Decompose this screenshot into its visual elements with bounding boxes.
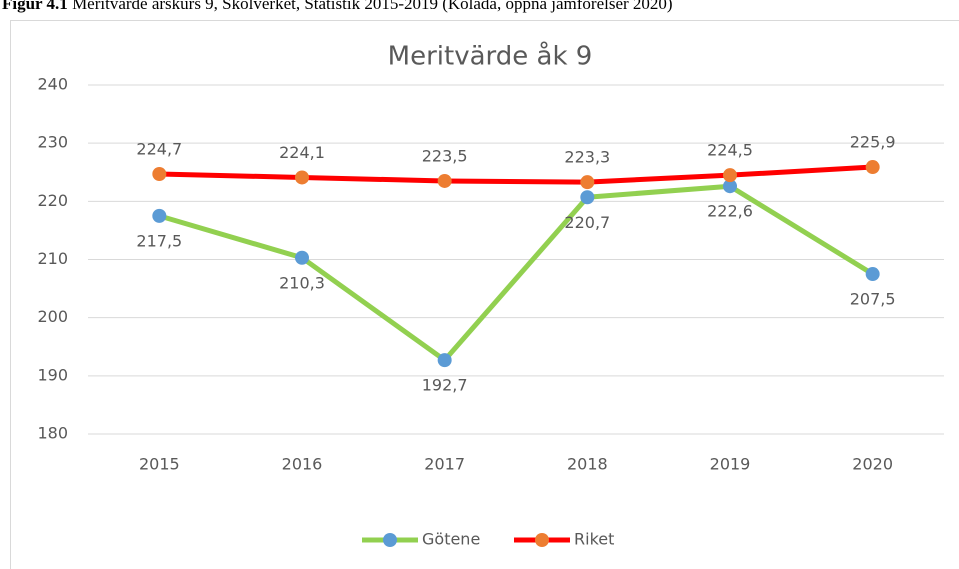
point <box>295 250 309 265</box>
x-tick-label: 2017 <box>424 455 465 474</box>
chart-border <box>10 20 959 569</box>
data-label: 207,5 <box>850 290 896 309</box>
data-label: 210,3 <box>279 273 325 292</box>
y-tick-label: 200 <box>37 307 68 326</box>
data-label: 220,7 <box>564 213 610 232</box>
legend-label: Riket <box>574 530 614 549</box>
y-tick-label: 230 <box>37 133 68 152</box>
series-line <box>158 183 874 363</box>
y-tick-label: 240 <box>37 75 68 94</box>
caption-text: Meritvärde årskurs 9, Skolverket, Statis… <box>72 0 673 13</box>
legend-marker <box>535 533 549 547</box>
data-label: 224,5 <box>707 141 753 160</box>
point <box>152 166 167 181</box>
x-tick-label: 2020 <box>852 455 893 474</box>
point <box>723 179 737 194</box>
series-line <box>159 164 873 185</box>
data-label: 192,7 <box>422 376 468 395</box>
data-label: 217,5 <box>136 231 182 250</box>
data-label: 223,3 <box>564 148 610 167</box>
point <box>865 267 880 282</box>
legend-label: Götene <box>422 530 480 549</box>
y-tick-label: 190 <box>37 365 68 384</box>
point <box>295 170 309 185</box>
x-tick-label: 2015 <box>139 455 180 474</box>
point <box>723 168 737 183</box>
data-label: 224,7 <box>136 139 182 158</box>
x-tick-label: 2019 <box>710 455 751 474</box>
caption-label: Figur 4.1 <box>2 0 68 13</box>
data-label: 223,5 <box>422 146 468 165</box>
y-tick-label: 220 <box>37 191 68 210</box>
x-tick-label: 2016 <box>282 455 323 474</box>
point <box>437 353 452 368</box>
point <box>865 160 880 175</box>
y-tick-label: 180 <box>37 424 68 443</box>
data-label: 222,6 <box>707 202 753 221</box>
chart-title: Meritvärde åk 9 <box>388 41 593 72</box>
data-label: 225,9 <box>850 133 896 152</box>
point <box>437 173 452 188</box>
x-tick-label: 2018 <box>567 455 608 474</box>
y-tick-label: 210 <box>37 249 68 268</box>
point <box>580 190 595 205</box>
caption: Figur 4.1 Meritvärde årskurs 9, Skolverk… <box>2 0 673 14</box>
point <box>152 208 167 223</box>
legend-marker <box>383 533 397 547</box>
point <box>580 175 595 190</box>
data-label: 224,1 <box>279 143 325 162</box>
